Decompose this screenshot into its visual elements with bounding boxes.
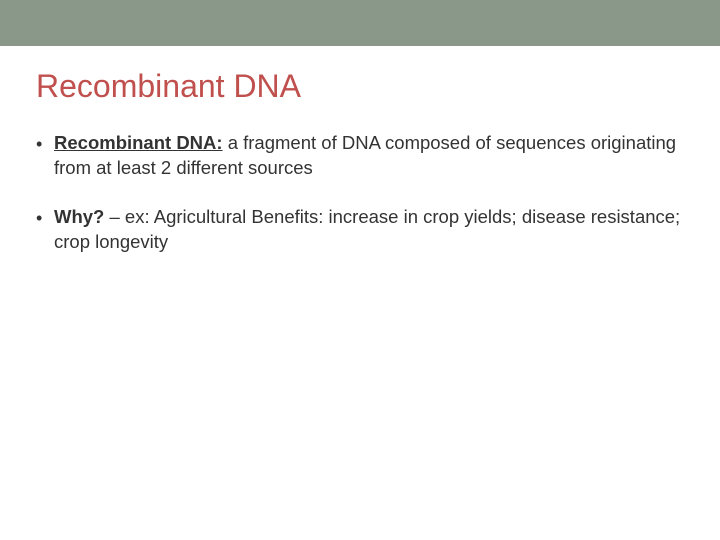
bullet-text: Why? – ex: Agricultural Benefits: increa… [54, 205, 684, 255]
bullet-rest: – ex: Agricultural Benefits: increase in… [54, 206, 680, 252]
bullet-marker: • [36, 131, 54, 156]
top-accent-band [0, 0, 720, 46]
bullet-item: • Recombinant DNA: a fragment of DNA com… [36, 131, 684, 181]
bullet-lead: Why? [54, 206, 104, 227]
slide-content: Recombinant DNA • Recombinant DNA: a fra… [0, 46, 720, 255]
slide-title: Recombinant DNA [36, 68, 684, 105]
bullet-lead: Recombinant DNA: [54, 132, 223, 153]
bullet-item: • Why? – ex: Agricultural Benefits: incr… [36, 205, 684, 255]
bullet-text: Recombinant DNA: a fragment of DNA compo… [54, 131, 684, 181]
bullet-marker: • [36, 205, 54, 230]
